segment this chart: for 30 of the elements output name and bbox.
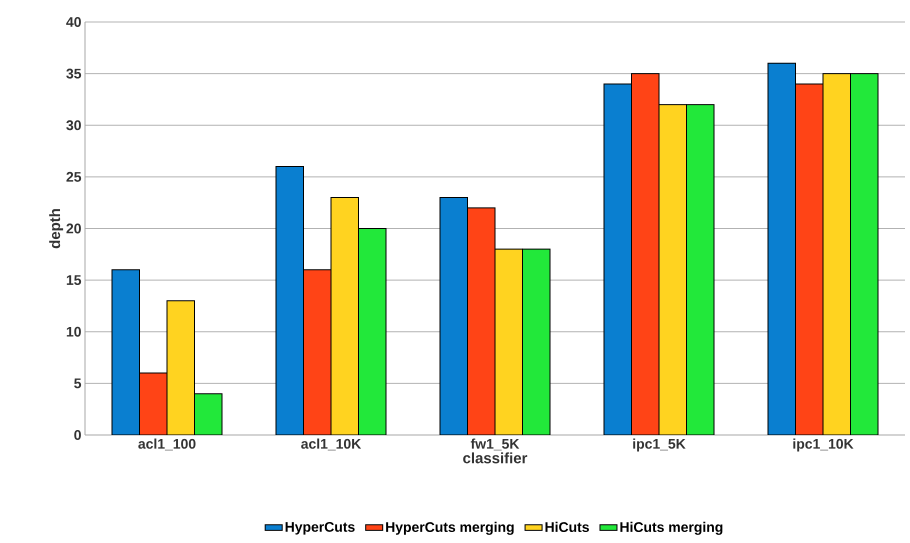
y-tick-label: 25 bbox=[66, 172, 82, 182]
legend-label: HyperCuts bbox=[286, 522, 355, 535]
bar bbox=[330, 197, 360, 436]
y-tick-label: 15 bbox=[66, 275, 82, 285]
bar bbox=[658, 104, 688, 436]
y-tick-label: 35 bbox=[66, 68, 82, 79]
x-axis-title: classifier bbox=[463, 452, 528, 464]
bar bbox=[440, 197, 468, 436]
legend-label: HiCuts merging bbox=[620, 522, 722, 535]
bar bbox=[604, 83, 632, 436]
y-tick-label: 30 bbox=[66, 120, 81, 130]
y-tick-label: 20 bbox=[66, 224, 81, 234]
bar bbox=[494, 248, 524, 436]
y-tick-label: 10 bbox=[66, 326, 81, 337]
bar bbox=[166, 300, 195, 436]
y-tick-label: 5 bbox=[74, 378, 82, 388]
bar bbox=[822, 73, 852, 436]
legend-label: HyperCuts merging bbox=[386, 522, 514, 535]
y-axis-title: depth bbox=[49, 209, 64, 248]
y-tick-label: 0 bbox=[74, 430, 81, 440]
bar bbox=[112, 269, 140, 436]
y-tick-label: 40 bbox=[66, 17, 81, 27]
x-tick-label: ipc1_10K bbox=[793, 438, 854, 452]
bar bbox=[768, 62, 796, 436]
x-tick-label: acl1_10K bbox=[301, 438, 362, 450]
bar bbox=[276, 166, 304, 436]
x-tick-label: ipc1_5K bbox=[633, 438, 686, 452]
legend-label: HiCuts bbox=[546, 522, 589, 532]
x-tick-label: acl1_100 bbox=[138, 438, 196, 450]
x-tick-label: fw1_5K bbox=[470, 438, 520, 450]
